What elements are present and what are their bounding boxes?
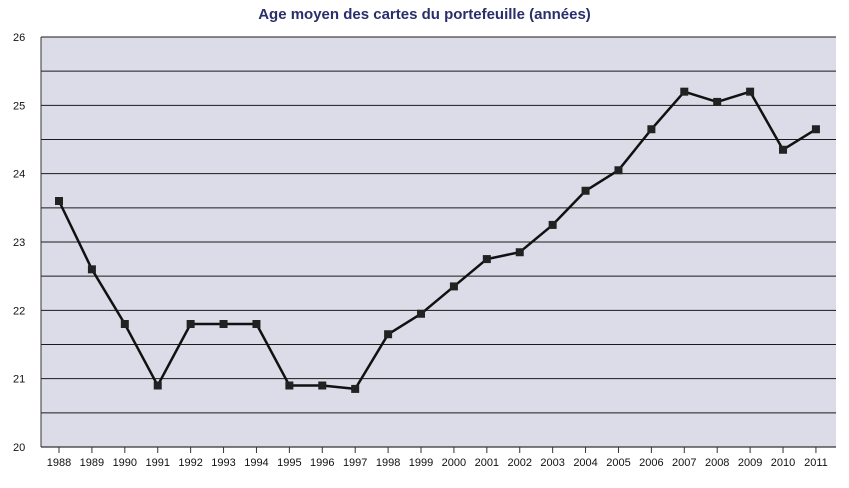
x-tick-label: 1995 — [277, 457, 301, 469]
data-point — [417, 309, 426, 318]
data-point — [186, 320, 195, 328]
x-tick-label: 1989 — [80, 457, 104, 469]
x-tick-label: 1991 — [145, 457, 169, 469]
x-tick-label: 2000 — [442, 457, 466, 469]
data-point — [614, 166, 623, 175]
x-tick-label: 1997 — [343, 457, 367, 469]
x-tick-label: 1992 — [178, 457, 202, 469]
x-tick-label: 2010 — [771, 457, 795, 469]
data-point — [351, 384, 360, 393]
x-tick-label: 1999 — [409, 457, 433, 469]
x-tick-label: 2002 — [507, 457, 531, 469]
x-tick-label: 2009 — [738, 457, 762, 469]
x-tick-label: 2004 — [573, 457, 597, 469]
data-point — [285, 381, 294, 390]
data-point — [647, 125, 656, 134]
data-point — [318, 381, 327, 390]
x-tick-label: 1993 — [211, 457, 235, 469]
y-tick-label: 22 — [13, 305, 25, 317]
y-tick-label: 20 — [13, 442, 25, 454]
data-point — [515, 248, 524, 257]
x-tick-label: 2003 — [540, 457, 564, 469]
data-point — [680, 87, 689, 96]
data-point — [449, 282, 458, 291]
data-point — [746, 87, 755, 96]
x-tick-label: 1994 — [244, 457, 268, 469]
x-tick-label: 2005 — [606, 457, 630, 469]
data-point — [55, 197, 63, 205]
data-point — [384, 330, 393, 339]
y-tick-label: 25 — [13, 100, 25, 112]
y-tick-label: 21 — [13, 374, 25, 386]
x-tick-label: 1990 — [113, 457, 137, 469]
data-point — [153, 381, 162, 390]
data-point — [87, 265, 96, 274]
y-tick-label: 26 — [13, 32, 25, 44]
x-tick-label: 2006 — [639, 457, 663, 469]
data-point — [779, 145, 788, 154]
x-tick-label: 1998 — [376, 457, 400, 469]
data-point — [482, 255, 491, 264]
x-tick-label: 2001 — [475, 457, 499, 469]
data-point — [219, 320, 228, 328]
data-point — [120, 320, 129, 328]
x-tick-label: 2011 — [804, 457, 828, 469]
series-line — [57, 90, 817, 391]
chart-title: Age moyen des cartes du portefeuille (an… — [258, 6, 591, 23]
data-point — [252, 320, 261, 328]
x-tick-label: 2008 — [705, 457, 729, 469]
data-point — [713, 97, 722, 106]
x-tick-label: 1988 — [47, 457, 71, 469]
x-tick-label: 2007 — [672, 457, 696, 469]
data-point — [811, 125, 820, 134]
y-tick-label: 24 — [13, 169, 25, 181]
data-point — [581, 186, 590, 195]
data-point — [548, 220, 557, 229]
y-tick-label: 23 — [13, 237, 25, 249]
x-tick-label: 1996 — [310, 457, 334, 469]
